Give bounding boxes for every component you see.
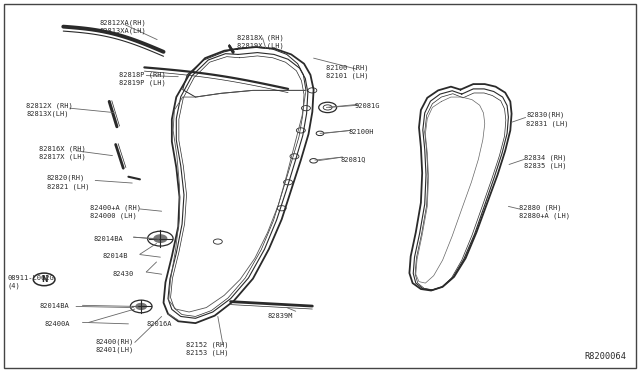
Text: 82400(RH)
82401(LH): 82400(RH) 82401(LH) <box>95 339 134 353</box>
Text: 82430: 82430 <box>113 271 134 277</box>
Text: 82818X (RH)
82819X (LH): 82818X (RH) 82819X (LH) <box>237 34 284 49</box>
Text: 82816X (RH)
82817X (LH): 82816X (RH) 82817X (LH) <box>39 145 86 160</box>
Text: 82016A: 82016A <box>147 321 172 327</box>
Text: 82820(RH)
82821 (LH): 82820(RH) 82821 (LH) <box>47 175 89 190</box>
Text: 82830(RH)
82831 (LH): 82830(RH) 82831 (LH) <box>526 112 569 126</box>
Text: 08911-L062G
(4): 08911-L062G (4) <box>7 275 54 289</box>
Text: 82081Q: 82081Q <box>340 156 366 162</box>
Text: N: N <box>41 275 47 284</box>
Text: 82152 (RH)
82153 (LH): 82152 (RH) 82153 (LH) <box>186 342 228 356</box>
Text: 92081G: 92081G <box>355 103 381 109</box>
Text: 82014B: 82014B <box>103 253 129 259</box>
Circle shape <box>154 235 167 242</box>
Text: 82839M: 82839M <box>268 314 293 320</box>
Text: R8200064: R8200064 <box>584 352 627 361</box>
Text: 82100 (RH)
82101 (LH): 82100 (RH) 82101 (LH) <box>326 64 369 79</box>
Text: 82818P (RH)
82819P (LH): 82818P (RH) 82819P (LH) <box>119 71 166 86</box>
Text: 82100H: 82100H <box>349 129 374 135</box>
Text: 82812XA(RH)
82813XA(LH): 82812XA(RH) 82813XA(LH) <box>100 19 147 34</box>
Text: 82400A: 82400A <box>44 321 70 327</box>
Text: 82014BA: 82014BA <box>39 304 68 310</box>
Circle shape <box>136 304 147 310</box>
Text: 82834 (RH)
82835 (LH): 82834 (RH) 82835 (LH) <box>524 154 567 169</box>
Text: 82014BA: 82014BA <box>93 235 123 242</box>
Text: 82880 (RH)
82880+A (LH): 82880 (RH) 82880+A (LH) <box>519 205 570 219</box>
Text: 82812X (RH)
82813X(LH): 82812X (RH) 82813X(LH) <box>26 103 73 118</box>
Text: 82400+A (RH)
824000 (LH): 82400+A (RH) 824000 (LH) <box>90 205 141 219</box>
